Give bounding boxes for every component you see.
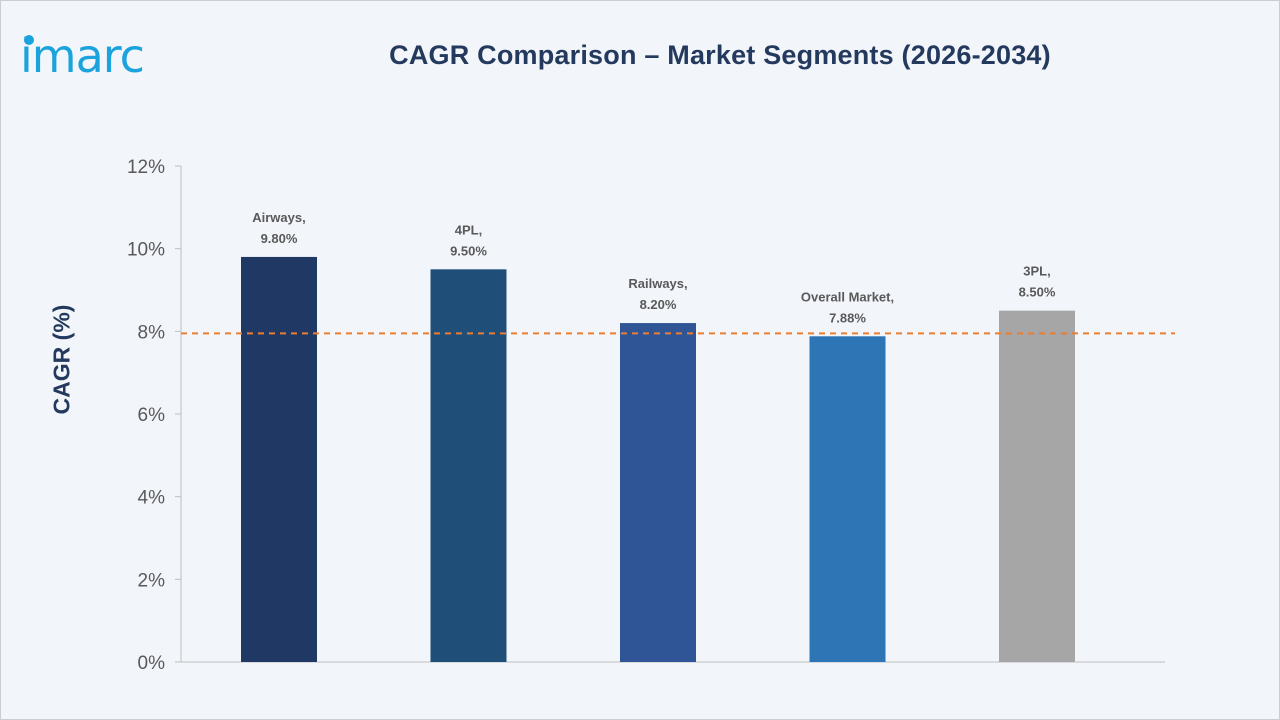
logo-text: imarc [20,29,144,83]
bar-airways [241,256,317,662]
data-label-value: 9.80% [261,231,298,246]
bar-4pl [430,269,507,662]
bar-3pl [999,310,1075,662]
imarc-logo: imarc [20,29,145,83]
data-label-category: Overall Market, [801,289,894,304]
y-tick-label: 12% [127,157,165,178]
y-tick-label: 4% [138,488,166,509]
data-label-value: 7.88% [829,310,866,325]
y-tick-label: 10% [127,240,165,261]
bar-railways [620,323,696,662]
data-label-category: Airways, [252,210,305,225]
data-label-category: 3PL, [1023,264,1050,279]
y-tick-label: 6% [138,405,166,426]
data-label-value: 8.20% [640,297,677,312]
y-tick-label: 8% [138,322,166,343]
y-tick-label: 0% [138,653,166,674]
data-label-category: 4PL, [455,222,482,237]
data-label-value: 8.50% [1019,285,1056,300]
bar-overall-market [809,336,886,662]
chart-title: CAGR Comparison – Market Segments (2026-… [389,40,1051,70]
data-label-category: Railways, [628,276,687,291]
logo-dot [24,35,34,45]
y-tick-label: 2% [138,570,166,591]
data-label-value: 9.50% [450,243,487,258]
